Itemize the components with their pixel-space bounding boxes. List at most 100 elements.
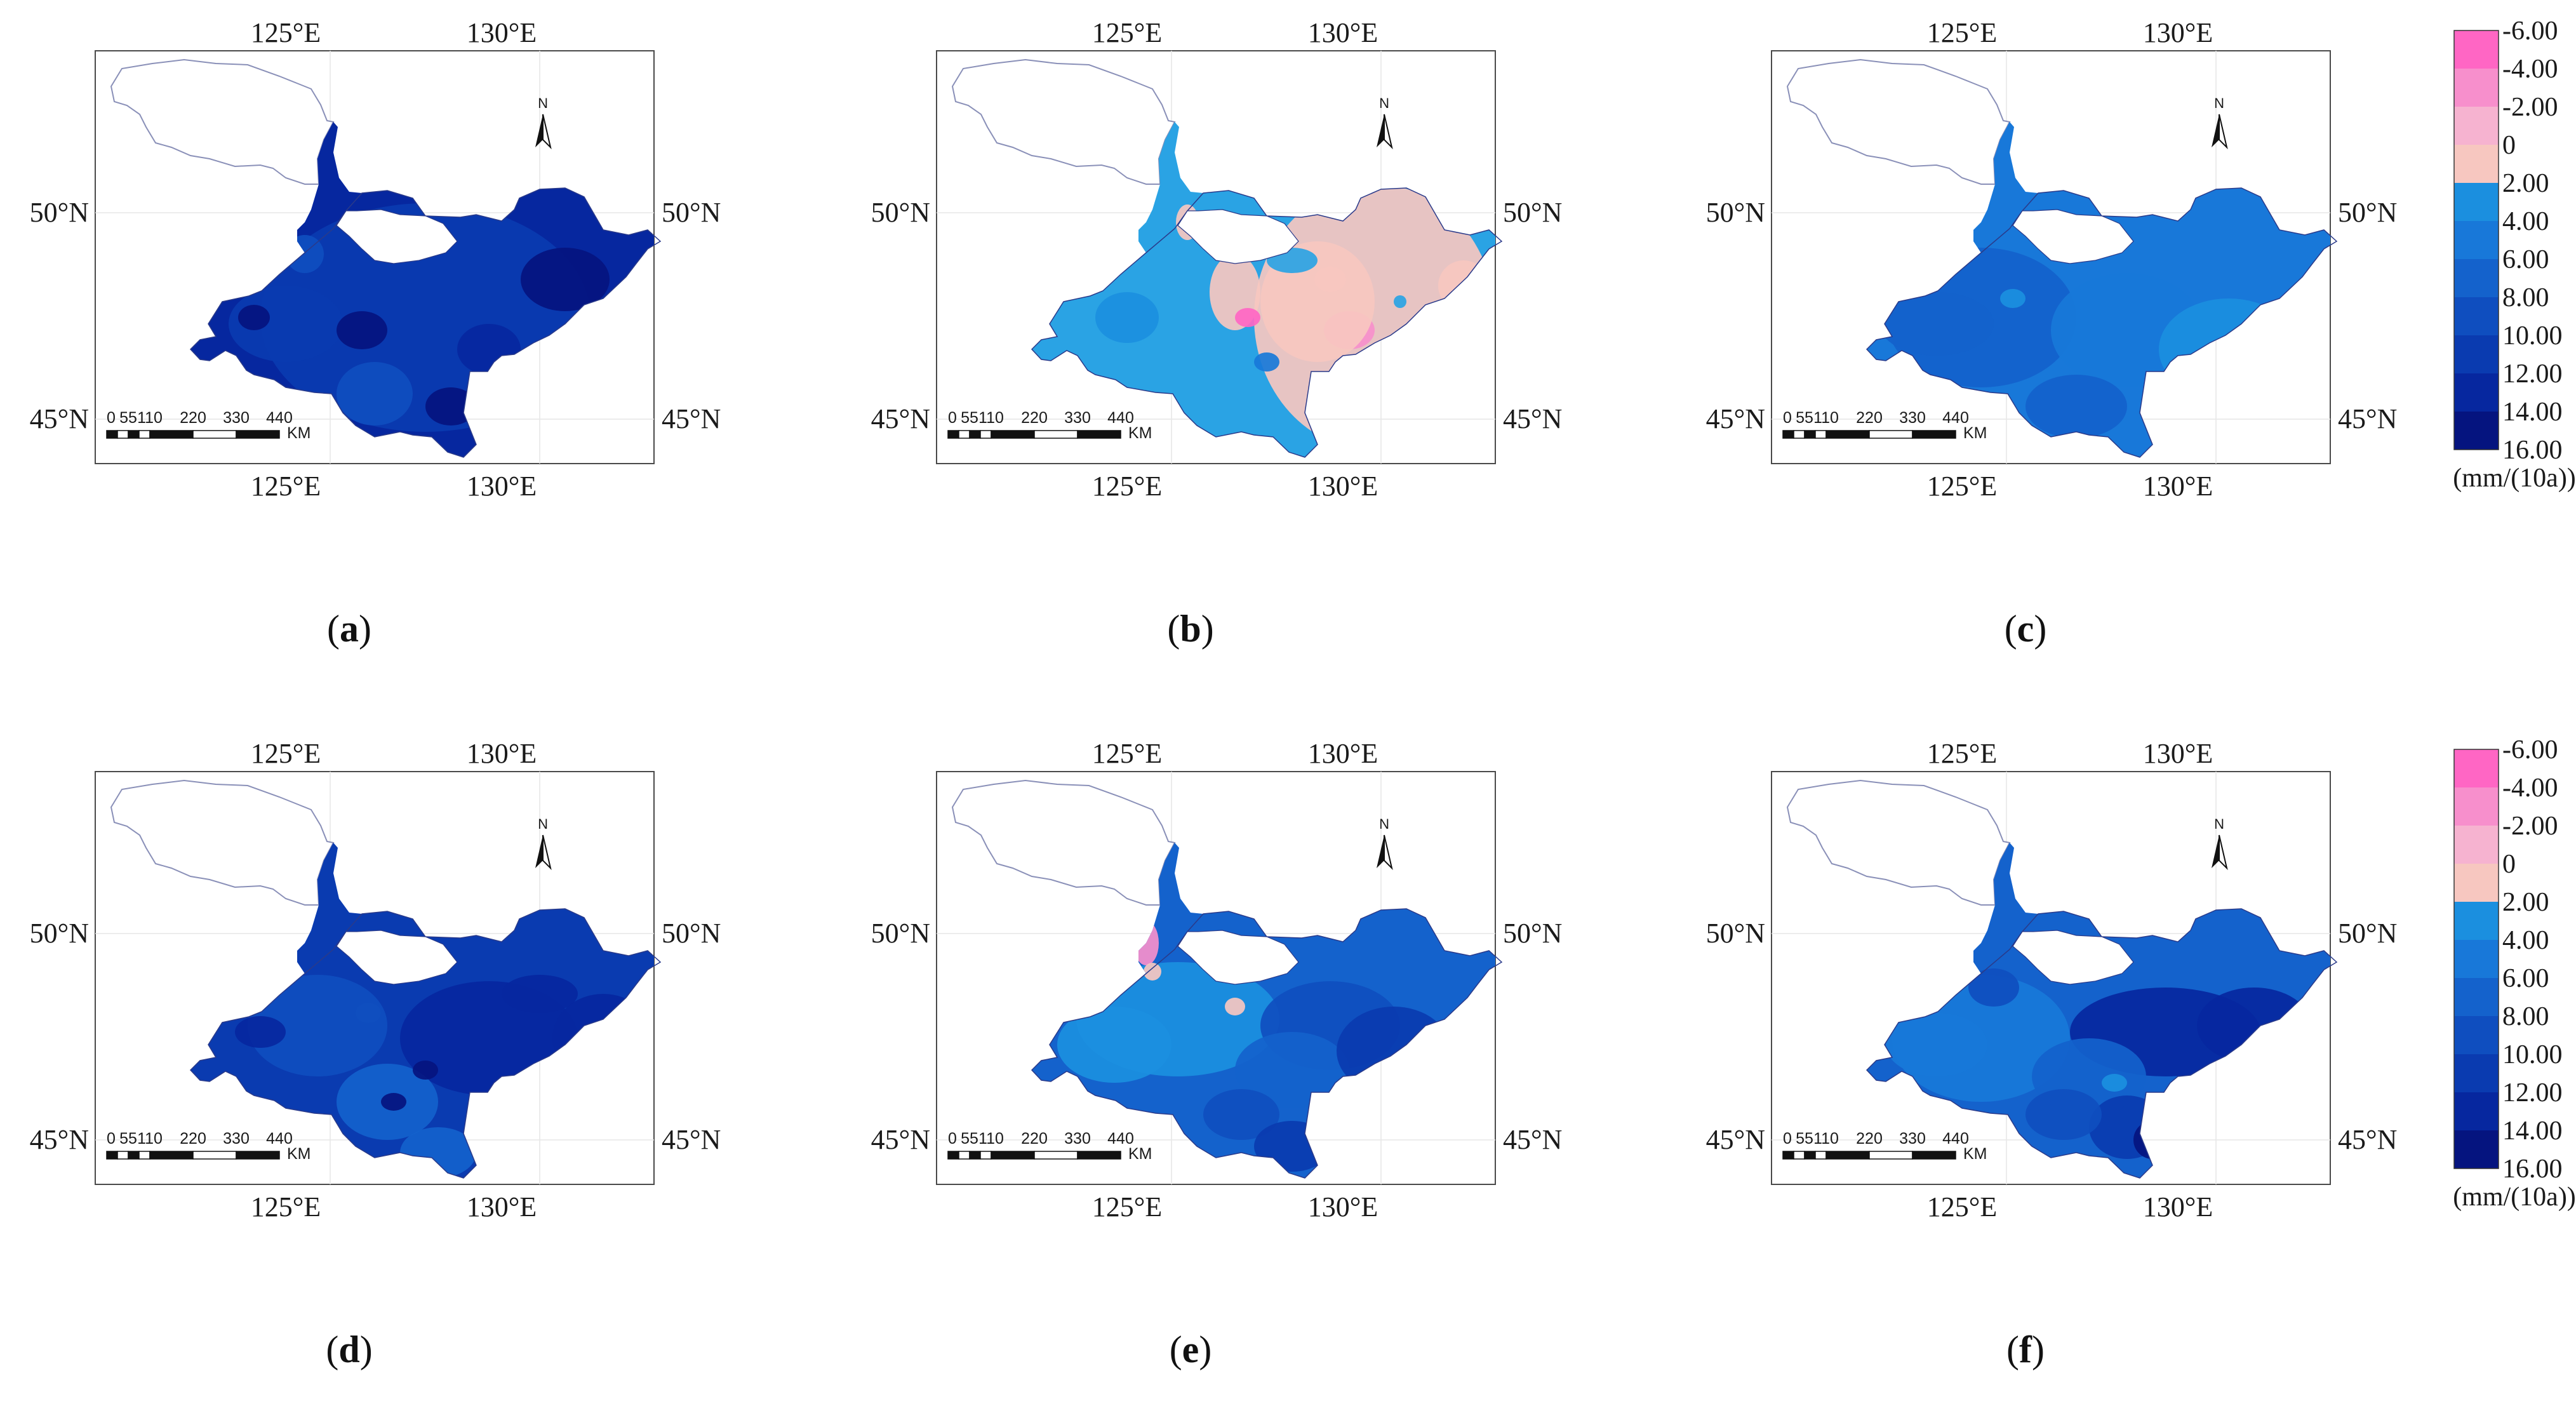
panel-caption: (f) xyxy=(2006,1329,2045,1370)
scale-bar-segment xyxy=(980,430,992,439)
scale-bar-tick: 440 xyxy=(266,409,293,427)
lat-label-right: 50°N xyxy=(2338,197,2397,228)
trend-contour-patch xyxy=(2102,1074,2127,1092)
trend-contour-patch xyxy=(1879,292,1994,356)
colorbar-swatch xyxy=(2454,373,2499,412)
colorbar-label: 2.00 xyxy=(2502,888,2549,917)
caption-open-paren: ( xyxy=(2006,1329,2019,1370)
scale-bar-segment xyxy=(1815,1151,1827,1160)
lon-label-top: 130°E xyxy=(467,738,537,769)
map-panel-e: 125°E 130°E 125°E 130°E 50°N 50°N 45°N 45°N N 0 55… xyxy=(871,738,1563,1370)
lat-label-left: 45°N xyxy=(30,1124,89,1155)
colorbar-legend: -6.00 -4.00 -2.00 0 2.00 4.00 6.00 8.00 10.00 12.… xyxy=(2453,735,2576,1212)
scale-bar-tick: 440 xyxy=(266,1130,293,1148)
scale-bar-segment xyxy=(149,1151,194,1160)
colorbar-label: 8.00 xyxy=(2502,283,2549,312)
colorbar-label: 16.00 xyxy=(2502,1155,2563,1184)
lon-label-bottom: 130°E xyxy=(467,471,537,502)
trend-contour-patch xyxy=(1968,968,2019,1007)
lat-label-left: 45°N xyxy=(871,1124,930,1155)
caption-letter: d xyxy=(338,1329,359,1370)
lon-label-top: 125°E xyxy=(1927,738,1997,769)
lon-label-top: 125°E xyxy=(1092,17,1162,48)
colorbar-label: 14.00 xyxy=(2502,398,2563,427)
scale-bar-tick: 110 xyxy=(978,409,1004,427)
lon-label-bottom: 125°E xyxy=(1092,1191,1162,1222)
caption-open-paren: ( xyxy=(326,1329,338,1370)
trend-contour-patch xyxy=(1057,1007,1171,1083)
lat-label-left: 50°N xyxy=(30,197,89,228)
scale-bar-segment xyxy=(1804,1151,1816,1160)
colorbar-label: 14.00 xyxy=(2502,1116,2563,1146)
scale-bar-segment xyxy=(1815,430,1827,439)
caption-open-paren: ( xyxy=(1170,1329,1182,1370)
trend-contour-patch xyxy=(229,286,343,362)
trend-contour-patch xyxy=(1314,267,1346,292)
trend-contour-patch xyxy=(413,1061,438,1080)
scale-bar-segment xyxy=(1793,430,1805,439)
scale-bar-tick: 55 xyxy=(119,409,137,427)
scale-bar-tick: 55 xyxy=(961,409,978,427)
lon-label-top: 125°E xyxy=(251,17,321,48)
colorbar-swatch xyxy=(2454,412,2499,450)
scale-bar-tick: 0 xyxy=(107,1130,116,1148)
lat-label-right: 50°N xyxy=(1503,197,1562,228)
scale-bar-segment xyxy=(1825,1151,1870,1160)
colorbar-label: -2.00 xyxy=(2502,93,2558,122)
lat-label-left: 45°N xyxy=(1706,403,1765,434)
trend-contour-patch xyxy=(1394,295,1406,308)
scale-bar-segment xyxy=(1793,1151,1805,1160)
scale-bar-tick: 330 xyxy=(223,409,250,427)
scale-bar-tick: 330 xyxy=(223,1130,250,1148)
scale-bar-segment xyxy=(1077,430,1121,439)
scale-bar-segment xyxy=(1869,430,1913,439)
scale-bar-tick: 220 xyxy=(1021,409,1048,427)
scale-bar-tick: 0 xyxy=(107,409,116,427)
scale-bar-tick: 220 xyxy=(1856,1130,1883,1148)
trend-contour-patch xyxy=(2000,289,2025,308)
scale-bar-segment xyxy=(138,1151,150,1160)
scale-bar-segment xyxy=(947,430,959,439)
colorbar-unit: (mm/(10a)) xyxy=(2453,464,2576,493)
colorbar-swatch xyxy=(2454,1092,2499,1130)
colorbar-label: 10.00 xyxy=(2502,321,2563,351)
scale-bar-tick: 220 xyxy=(180,1130,206,1148)
caption-open-paren: ( xyxy=(2005,608,2017,650)
lat-label-right: 50°N xyxy=(662,197,721,228)
scale-bar-tick: 220 xyxy=(1856,409,1883,427)
colorbar-label: 4.00 xyxy=(2502,207,2549,236)
scale-bar-segment xyxy=(969,1151,981,1160)
trend-contour-patch xyxy=(238,305,270,330)
trend-contour-patch xyxy=(1235,308,1260,327)
scale-bar-tick: 330 xyxy=(1064,1130,1091,1148)
caption-open-paren: ( xyxy=(1167,608,1180,650)
scale-bar-segment xyxy=(1869,1151,1913,1160)
scale-bar-tick: 55 xyxy=(119,1130,137,1148)
scale-bar-tick: 110 xyxy=(978,1130,1004,1148)
north-arrow-icon: N xyxy=(535,95,552,150)
scale-bar-tick: 440 xyxy=(1942,409,1969,427)
colorbar-label: -2.00 xyxy=(2502,812,2558,841)
lat-label-left: 50°N xyxy=(30,918,89,949)
colorbar-legend: -6.00 -4.00 -2.00 0 2.00 4.00 6.00 8.00 10.00 12.… xyxy=(2453,17,2576,493)
colorbar-swatch xyxy=(2454,30,2499,69)
colorbar-swatch xyxy=(2454,221,2499,259)
trend-contour-patch xyxy=(521,248,610,311)
colorbar-label: -4.00 xyxy=(2502,55,2558,84)
trend-contour-patch xyxy=(1144,963,1161,981)
scale-bar-unit: KM xyxy=(1963,424,1987,442)
colorbar-label: 4.00 xyxy=(2502,926,2549,955)
caption-letter: b xyxy=(1180,608,1201,650)
lon-label-top: 125°E xyxy=(251,738,321,769)
scale-bar-segment xyxy=(1912,430,1956,439)
colorbar-swatch xyxy=(2454,335,2499,373)
map-panel-b: 125°E 130°E 125°E 130°E 50°N 50°N 45°N 45°N N 0 55… xyxy=(871,17,1563,650)
scale-bar-tick: 440 xyxy=(1942,1130,1969,1148)
scale-bar-tick: 55 xyxy=(1796,409,1813,427)
caption-open-paren: ( xyxy=(327,608,340,650)
colorbar-frame xyxy=(2453,30,2499,450)
